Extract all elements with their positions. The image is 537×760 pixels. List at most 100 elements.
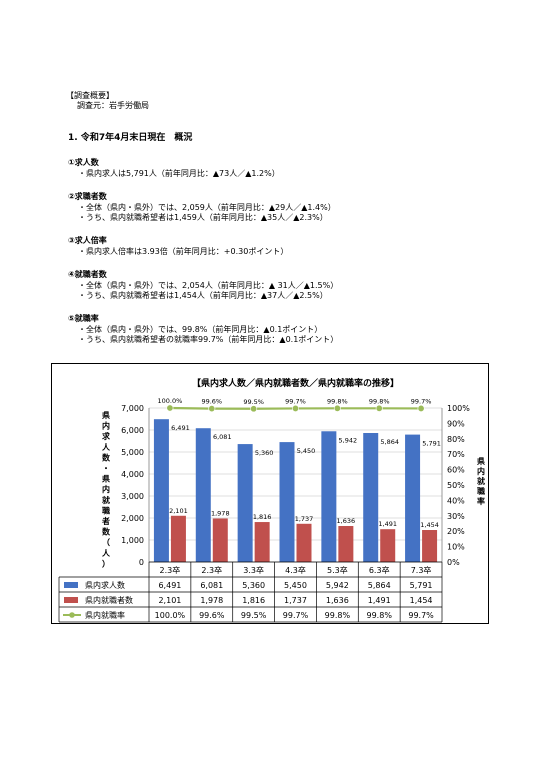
legend-label: 県内就職者数 xyxy=(85,595,133,605)
y-tick-label: 1,000 xyxy=(121,536,144,545)
x-tick-label: 7.3卒 xyxy=(411,565,432,575)
line-point-label: 99.6% xyxy=(201,398,222,406)
item-seekers-head: ②求職者数 xyxy=(68,192,107,201)
table-cell: 5,942 xyxy=(326,581,349,590)
bar-employed-label: 1,454 xyxy=(420,521,439,529)
y2-tick-label: 40% xyxy=(447,496,465,505)
bar-job-openings xyxy=(363,432,379,562)
y2-axis-label-char: 内 xyxy=(477,466,485,476)
item-rate-line: ・全体（県内・県外）では、99.8%（前年同月比：▲0.1ポイント） xyxy=(78,325,323,334)
y2-tick-label: 10% xyxy=(447,543,465,552)
y2-tick-label: 0% xyxy=(447,558,460,567)
line-point-label: 99.7% xyxy=(411,397,432,405)
bar-job-openings xyxy=(405,434,421,562)
line-point-label: 99.7% xyxy=(285,397,306,405)
bar-employed xyxy=(296,523,312,562)
y-axis-label-char: 数 xyxy=(102,452,111,462)
y2-tick-label: 80% xyxy=(447,435,465,444)
y2-axis-label-char: 県 xyxy=(477,456,485,466)
bar-job-openings-label: 6,081 xyxy=(213,433,232,441)
y-axis-label-char: 職 xyxy=(102,505,110,515)
x-tick-label: 6.3卒 xyxy=(369,565,390,575)
y-tick-label: 5,000 xyxy=(121,448,144,457)
y2-axis-label-char: 就 xyxy=(477,476,485,486)
x-tick-label: 5.3卒 xyxy=(327,565,348,575)
line-point-label: 100.0% xyxy=(158,397,183,405)
y-tick-label: 6,000 xyxy=(121,426,144,435)
line-point-label: 99.8% xyxy=(369,397,390,405)
y2-tick-label: 50% xyxy=(447,481,465,490)
legend-label: 県内求人数 xyxy=(85,580,125,590)
bar-employed xyxy=(380,529,396,562)
y2-tick-label: 60% xyxy=(447,466,465,475)
line-point xyxy=(250,405,258,413)
table-cell: 99.6% xyxy=(199,611,225,620)
bar-employed xyxy=(422,530,438,562)
item-employed-head: ④就職者数 xyxy=(68,270,107,279)
table-cell: 99.8% xyxy=(325,611,351,620)
combo-chart: 【県内求人数／県内就職者数／県内就職率の推移】 0 1,000 2,000 3,000 4… xyxy=(58,377,485,623)
bar-job-openings-label: 6,491 xyxy=(171,424,190,432)
y-axis-label-char: 者 xyxy=(101,516,110,526)
x-tick-label: 3.3卒 xyxy=(243,565,264,575)
line-point xyxy=(292,404,300,412)
table-cell: 99.8% xyxy=(367,611,393,620)
bar-employed xyxy=(338,526,354,562)
bar-employed xyxy=(170,515,186,562)
table-cell: 6,081 xyxy=(200,581,223,590)
bar-employed xyxy=(212,518,228,562)
chart-title: 【県内求人数／県内就職者数／県内就職率の推移】 xyxy=(192,377,399,389)
survey-heading: 【調査概要】 xyxy=(66,91,114,100)
item-jobs-head: ①求人数 xyxy=(68,158,99,167)
x-tick-label: 2.3卒 xyxy=(160,565,181,575)
bar-employed-label: 2,101 xyxy=(169,507,188,515)
y-axis-label-char: 内 xyxy=(102,484,110,494)
table-cell: 5,360 xyxy=(242,581,265,590)
y2-axis-label-char: 職 xyxy=(477,486,485,496)
table-cell: 100.0% xyxy=(155,611,186,620)
section-title: 1. 令和7年4月末日現在 概況 xyxy=(68,133,193,143)
bar-job-openings-label: 5,942 xyxy=(339,436,358,444)
bar-job-openings xyxy=(195,428,211,562)
y-tick-label: 4,000 xyxy=(121,470,144,479)
item-rate-line: ・うち、県内就職希望者の就職率99.7%（前年同月比：▲0.1ポイント） xyxy=(78,335,339,344)
survey-source: 調査元：岩手労働局 xyxy=(77,101,149,110)
legend-swatch xyxy=(69,612,75,618)
line-point xyxy=(208,405,216,413)
bar-employed xyxy=(254,522,270,562)
y-axis-label-char: 内 xyxy=(102,421,110,431)
bar-employed-label: 1,816 xyxy=(253,513,272,521)
legend-label: 県内就職率 xyxy=(85,610,125,620)
table-cell: 2,101 xyxy=(158,596,181,605)
x-tick-label: 4.3卒 xyxy=(285,565,306,575)
y-tick-label: 0 xyxy=(139,558,144,567)
item-ratio-line: ・県内求人倍率は3.93倍（前年同月比：+0.30ポイント） xyxy=(78,247,289,256)
y-axis-label-char: ・ xyxy=(102,464,110,473)
table-cell: 99.7% xyxy=(408,611,434,620)
table-cell: 1,816 xyxy=(242,596,265,605)
y-tick-label: 3,000 xyxy=(121,492,144,501)
legend-swatch xyxy=(64,582,78,588)
table-cell: 99.7% xyxy=(283,611,309,620)
bar-job-openings-label: 5,450 xyxy=(297,447,316,455)
bar-job-openings-label: 5,864 xyxy=(380,438,399,446)
y-axis-label-char: 県 xyxy=(102,410,110,420)
table-cell: 1,636 xyxy=(326,596,349,605)
item-rate-head: ⑤就職率 xyxy=(68,314,99,323)
legend-swatch xyxy=(64,597,78,603)
y2-axis-label-char: 率 xyxy=(477,496,485,506)
bar-job-openings xyxy=(153,419,169,562)
bar-job-openings xyxy=(321,431,337,562)
bar-employed-label: 1,737 xyxy=(295,515,314,523)
y-axis-label-char: （ xyxy=(102,537,110,547)
y2-tick-label: 30% xyxy=(447,512,465,521)
line-point xyxy=(166,404,174,412)
y-axis-label-char: 人 xyxy=(102,548,111,558)
y-tick-label: 7,000 xyxy=(121,404,144,413)
y2-tick-label: 90% xyxy=(447,419,465,428)
line-point xyxy=(417,404,425,412)
y2-tick-label: 100% xyxy=(447,404,470,413)
item-seekers-line: ・うち、県内就職希望者は1,459人（前年同月比：▲35人／▲2.3%） xyxy=(78,213,328,222)
x-tick-label: 2.3卒 xyxy=(201,565,222,575)
y2-tick-label: 70% xyxy=(447,450,465,459)
